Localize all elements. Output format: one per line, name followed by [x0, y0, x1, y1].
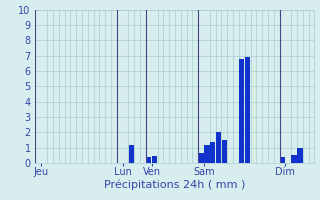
Bar	[152, 156, 157, 163]
Bar	[239, 59, 244, 163]
Bar	[292, 155, 297, 163]
Bar	[280, 157, 285, 163]
Bar	[204, 145, 210, 163]
Bar	[297, 148, 302, 163]
Bar	[198, 153, 204, 163]
X-axis label: Précipitations 24h ( mm ): Précipitations 24h ( mm )	[104, 180, 246, 190]
Bar	[216, 132, 221, 163]
Bar	[210, 142, 215, 163]
Bar	[146, 157, 151, 163]
Bar	[129, 145, 134, 163]
Bar	[222, 140, 227, 163]
Bar	[245, 57, 250, 163]
